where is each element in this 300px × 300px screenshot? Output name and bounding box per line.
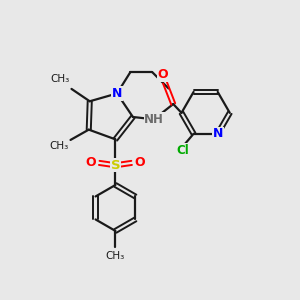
Text: O: O — [135, 156, 145, 170]
Text: N: N — [112, 87, 122, 100]
Text: CH₃: CH₃ — [50, 140, 69, 151]
Text: S: S — [111, 159, 120, 172]
Text: Cl: Cl — [176, 144, 189, 157]
Text: CH₃: CH₃ — [106, 250, 125, 261]
Text: N: N — [212, 127, 223, 140]
Text: CH₃: CH₃ — [51, 74, 70, 84]
Text: O: O — [157, 68, 168, 81]
Text: O: O — [86, 156, 96, 170]
Text: NH: NH — [144, 113, 164, 126]
